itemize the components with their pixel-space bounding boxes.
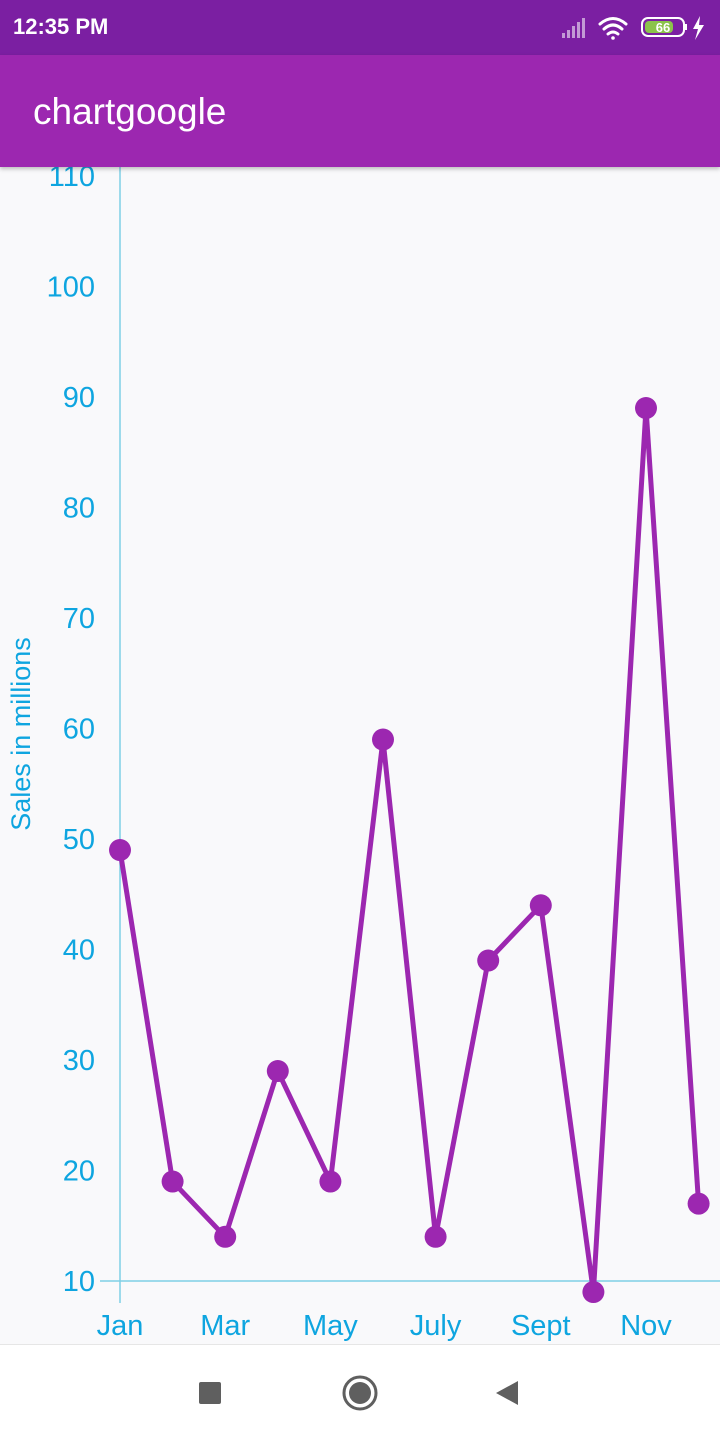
y-axis-label: Sales in millions <box>6 637 36 831</box>
data-point-aug[interactable] <box>477 949 500 972</box>
charging-icon <box>693 16 704 40</box>
battery-icon: 66 <box>641 17 687 37</box>
data-point-nov[interactable] <box>635 397 657 420</box>
y-tick-label: 60 <box>63 714 95 746</box>
data-point-jan[interactable] <box>109 839 131 862</box>
data-point-apr[interactable] <box>266 1060 289 1083</box>
data-point-feb[interactable] <box>161 1170 184 1193</box>
y-tick-label: 110 <box>49 167 95 193</box>
data-point-oct[interactable] <box>582 1281 605 1304</box>
home-circle-icon[interactable] <box>340 1373 380 1413</box>
data-point-jun[interactable] <box>372 728 394 751</box>
app-bar: chartgoogle <box>0 55 720 167</box>
data-points <box>109 397 710 1304</box>
x-tick-label: May <box>303 1310 358 1342</box>
wifi-icon <box>598 17 628 40</box>
data-point-july[interactable] <box>424 1225 447 1248</box>
x-tick-labels: Jan Mar May July Sept Nov <box>97 1310 673 1342</box>
y-tick-label: 100 <box>47 272 95 304</box>
status-time: 12:35 PM <box>13 14 109 39</box>
series-line <box>117 405 702 1295</box>
x-tick-label: July <box>410 1310 462 1342</box>
y-tick-labels: 10 20 30 40 50 60 70 80 90 100 110 <box>47 167 95 1298</box>
signal-icon <box>562 18 585 38</box>
x-tick-label: Jan <box>97 1310 144 1342</box>
data-point-may[interactable] <box>319 1170 342 1193</box>
y-tick-label: 10 <box>63 1266 95 1298</box>
x-tick-label: Mar <box>200 1310 250 1342</box>
status-icons: 66 <box>562 16 704 40</box>
y-tick-label: 50 <box>63 824 95 856</box>
battery-level: 66 <box>656 20 670 35</box>
x-tick-label: Nov <box>620 1310 672 1342</box>
data-point-dec[interactable] <box>687 1192 710 1215</box>
line-chart: Sales in millions 1020304050607080901001… <box>6 167 720 1342</box>
data-point-mar[interactable] <box>214 1225 237 1248</box>
y-tick-label: 80 <box>63 493 95 525</box>
x-tick-label: Sept <box>511 1310 571 1342</box>
chart-area: Sales in millions 10 20 30 40 50 60 70 80 90 100 1… <box>0 167 720 1344</box>
y-tick-label: 40 <box>63 935 95 967</box>
y-tick-label: 70 <box>63 603 95 635</box>
y-tick-label: 30 <box>63 1045 95 1077</box>
app-title: chartgoogle <box>33 91 227 132</box>
back-triangle-icon[interactable] <box>488 1373 528 1413</box>
data-point-sept[interactable] <box>529 894 552 917</box>
status-bar: 12:35 PM 66 <box>0 0 720 55</box>
y-tick-label: 20 <box>63 1156 95 1188</box>
navigation-bar <box>0 1344 720 1441</box>
recents-square-icon[interactable] <box>190 1373 230 1413</box>
y-tick-label: 90 <box>63 382 95 414</box>
